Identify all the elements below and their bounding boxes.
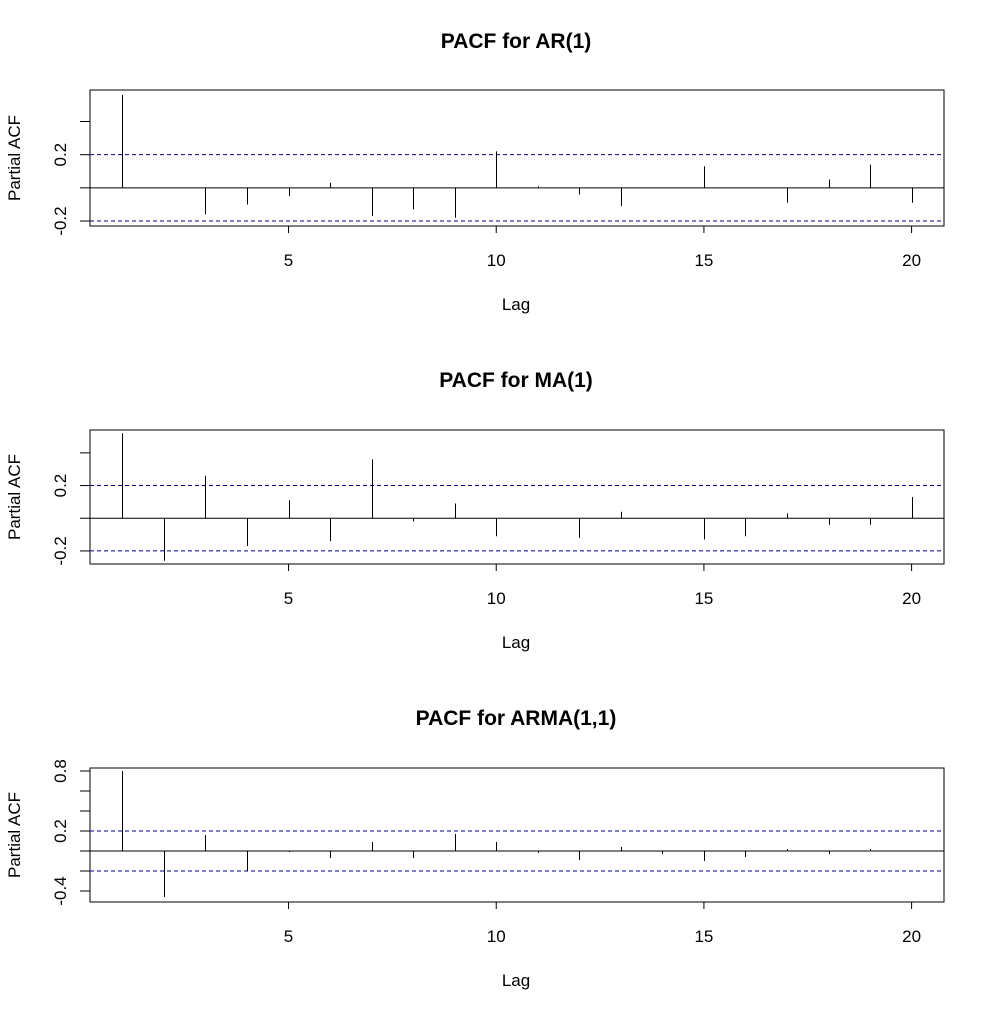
y-tick-label: -0.4	[51, 876, 70, 905]
chart-title: PACF for ARMA(1,1)	[416, 707, 617, 730]
x-axis-label: Lag	[502, 295, 530, 314]
y-tick-label: 0.2	[51, 143, 70, 167]
x-tick-label: 20	[902, 927, 921, 946]
x-tick-label: 20	[902, 251, 921, 270]
y-axis-label: Partial ACF	[5, 115, 24, 201]
y-tick-label: 0.2	[51, 819, 70, 843]
x-tick-label: 15	[694, 251, 713, 270]
y-tick-label: -0.2	[51, 536, 70, 565]
x-tick-label: 10	[487, 589, 506, 608]
chart-title: PACF for AR(1)	[441, 30, 592, 53]
x-tick-label: 10	[487, 927, 506, 946]
x-tick-label: 5	[284, 251, 293, 270]
chart-title: PACF for MA(1)	[439, 369, 593, 392]
y-tick-label: 0.8	[51, 759, 70, 783]
plot-frame	[89, 429, 945, 565]
pacf-panel-3: PACF for ARMA(1,1) 5 10 15 20 Lag -0.4 0.2 0.8 Pa…	[5, 707, 945, 990]
plot-frame	[89, 89, 945, 227]
y-axis-label: Partial ACF	[5, 454, 24, 540]
y-tick-label: 0.2	[51, 474, 70, 498]
plot-frame	[89, 767, 945, 903]
x-tick-label: 5	[284, 589, 293, 608]
x-axis-label: Lag	[502, 971, 530, 990]
x-tick-label: 5	[284, 927, 293, 946]
x-axis-label: Lag	[502, 633, 530, 652]
x-tick-label: 10	[487, 251, 506, 270]
y-tick-label: -0.2	[51, 206, 70, 235]
pacf-panel-2: PACF for MA(1) 5 10 15 20 Lag -0.2 0.2 Partial A…	[5, 369, 945, 652]
x-tick-label: 15	[694, 589, 713, 608]
y-axis-label: Partial ACF	[5, 792, 24, 878]
x-tick-label: 20	[902, 589, 921, 608]
x-tick-label: 15	[694, 927, 713, 946]
pacf-panel-1: PACF for AR(1) 5 10 15 20 Lag -0.2 0.2 Partial A…	[5, 30, 945, 314]
